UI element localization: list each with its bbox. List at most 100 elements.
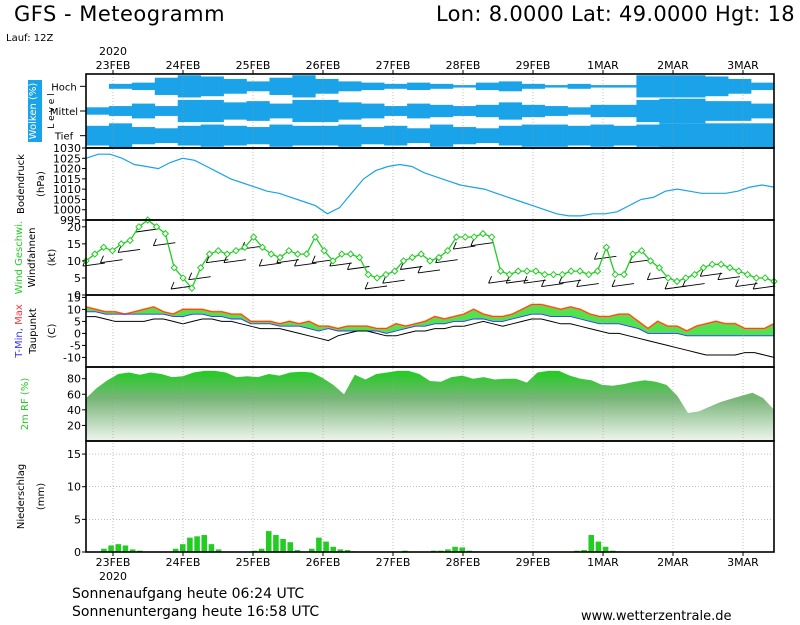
cloud-cell	[613, 85, 637, 88]
y-tick-label: -5	[70, 339, 81, 352]
wind-barb-flag	[417, 265, 422, 274]
panel-frame-precip	[85, 440, 775, 553]
cloud-cell	[86, 107, 110, 115]
cloud-cell	[521, 83, 545, 89]
precip-bar	[581, 550, 587, 552]
wind-barb	[400, 266, 423, 270]
cloud-cell	[452, 106, 477, 116]
wind-speed-point	[461, 233, 469, 241]
wind-barb-flag	[735, 279, 739, 287]
wind-speed-point	[196, 264, 205, 272]
cloud-cell	[200, 99, 224, 123]
x-tick-label-bottom: 27FEB	[376, 556, 411, 569]
x-tick-label-top: 23FEB	[96, 59, 131, 72]
cloud-cell	[475, 82, 500, 91]
cloud-level-label: Tief	[54, 132, 74, 143]
wind-speed-point	[496, 267, 505, 275]
x-tick-label-bottom: 29FEB	[516, 556, 551, 569]
wind-speed-point	[585, 270, 593, 279]
wind-speed-point	[241, 243, 249, 251]
cloud-cell	[131, 127, 156, 145]
wind-speed-point	[673, 277, 681, 286]
cloud-cell	[475, 104, 500, 118]
cloud-cell	[728, 78, 752, 94]
wind-speed-point	[285, 246, 293, 255]
wind-speed-point	[717, 260, 725, 269]
wind-speed-point	[611, 270, 619, 279]
wind-barb	[523, 279, 546, 284]
wind-speed-point	[311, 233, 320, 241]
cloud-cell	[246, 101, 270, 121]
precip-bar	[215, 549, 222, 552]
y-tick-label: 5	[74, 513, 81, 526]
cloud-cell	[682, 98, 706, 124]
temperature-unit-label: (C)	[47, 324, 58, 339]
cloud-cell	[338, 81, 362, 92]
wind-barb	[470, 242, 493, 247]
wind-barb	[153, 242, 176, 247]
wind-speed-point	[532, 267, 540, 275]
y-tick-label: 0	[74, 289, 81, 302]
y-tick-label: 0	[74, 546, 81, 559]
cloud-cell	[246, 81, 270, 92]
precip-bar	[280, 538, 286, 552]
cloud-cell	[682, 123, 706, 148]
y-tick-label: 15	[67, 238, 81, 251]
wind-speed-point	[426, 257, 434, 265]
cloud-cell	[430, 124, 454, 147]
cloud-label-background	[28, 80, 42, 142]
precip-bar	[344, 550, 351, 552]
cloud-cell	[177, 125, 201, 146]
x-tick-label-top: 3MAR	[727, 59, 759, 72]
cloud-cell	[544, 85, 568, 88]
wind-barb-flag	[488, 275, 492, 284]
wind-barb	[753, 285, 776, 290]
cloud-level-axis-label: L e v e l	[47, 93, 57, 128]
wind-speed-point	[293, 250, 302, 258]
cloud-cell	[292, 75, 316, 98]
wind-speed-point	[302, 250, 311, 258]
cloud-cell	[315, 125, 339, 146]
cloud-cell	[200, 76, 224, 97]
wind-speed-point	[258, 243, 267, 251]
wind-speed-point	[690, 270, 699, 279]
cloud-cell	[154, 77, 179, 95]
wind-speed-point	[576, 267, 584, 275]
pressure-axis-label: Bodendruck	[16, 154, 27, 214]
cloud-cell	[521, 104, 545, 118]
wind-barb	[417, 269, 441, 274]
wind-speed-point	[602, 243, 611, 251]
windbarb-axis-label: Windfahnen	[27, 228, 38, 288]
cloud-cell	[636, 75, 660, 98]
precip-bar	[101, 548, 107, 552]
cloud-cell	[590, 124, 614, 147]
temperature-axis-label: T-Min, Max	[14, 304, 25, 359]
precip-bar	[187, 537, 193, 552]
y-tick-label: 1025	[53, 152, 81, 165]
wind-speed-point	[152, 223, 161, 231]
x-tick-label-bottom: 25FEB	[236, 556, 271, 569]
cloud-cell	[292, 125, 316, 146]
x-tick-label-top: 24FEB	[166, 59, 201, 72]
cloud-cell	[636, 99, 660, 123]
cloud-cell	[223, 125, 247, 146]
x-tick-label-bottom: 3MAR	[727, 556, 759, 569]
precip-bar	[273, 535, 279, 552]
wind-barb-flag	[170, 281, 175, 290]
y-tick-label: 1000	[53, 204, 81, 217]
x-tick-label-top: 1MAR	[587, 59, 619, 72]
y-tick-label: 80	[67, 373, 81, 386]
dewpoint-axis-label: Taupunkt	[28, 308, 39, 355]
cloud-cell	[407, 103, 431, 119]
precip-bar	[194, 536, 200, 552]
wind-barb	[365, 285, 388, 290]
y-tick-label: 10	[67, 481, 81, 494]
x-tick-label-top: 26FEB	[306, 59, 341, 72]
cloud-cell	[498, 102, 523, 120]
wind-barb-flag	[646, 272, 651, 280]
wind-barb	[276, 259, 299, 264]
precip-bar	[122, 545, 129, 552]
cloud-cell	[452, 85, 477, 88]
precip-bar	[287, 542, 294, 552]
wind-barb-flag	[576, 279, 581, 287]
